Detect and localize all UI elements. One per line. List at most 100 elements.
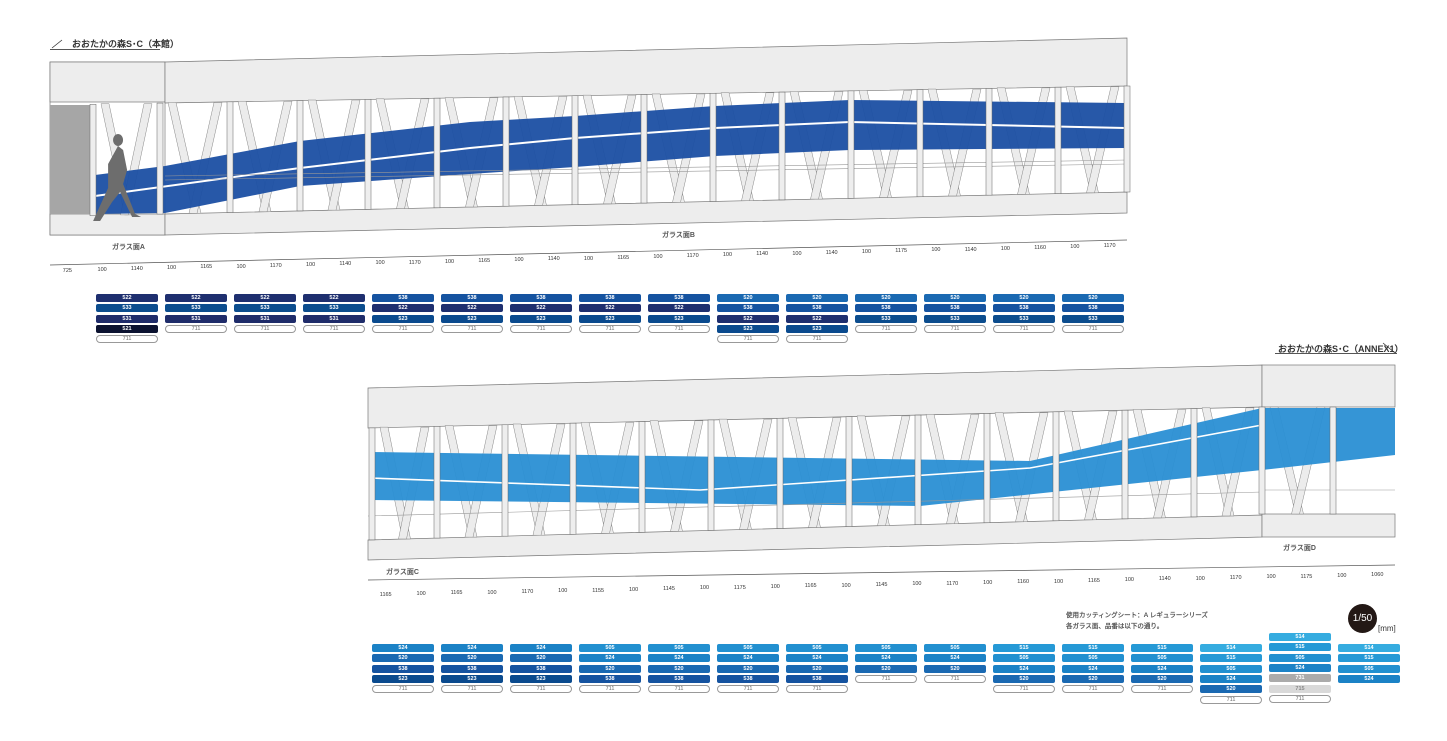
- film-code-chip: 523: [510, 314, 572, 323]
- film-code-chip: 524: [648, 654, 710, 663]
- film-code-chip: 711: [372, 324, 434, 333]
- film-code-chip: 523: [786, 324, 848, 333]
- dimension-label: 100: [514, 257, 524, 264]
- film-code-chip: 711: [441, 685, 503, 694]
- dimension-label: 1145: [875, 582, 888, 588]
- dimension-label: 100: [931, 247, 941, 254]
- film-code-chip: 711: [579, 324, 641, 333]
- dimension-label: 100: [722, 252, 733, 259]
- film-code-chip: 520: [786, 294, 848, 302]
- dimension-label: 100: [653, 253, 663, 260]
- glass-b-label: ガラス面B: [662, 232, 695, 239]
- column: [983, 413, 991, 523]
- film-band: [95, 100, 1125, 214]
- film-code-chip: 524: [1200, 674, 1262, 683]
- film-code-chip: 505: [1062, 654, 1124, 663]
- dimension-label: 1160: [1017, 579, 1030, 586]
- film-code-chip: 520: [855, 664, 917, 673]
- film-code-chip: 520: [579, 664, 641, 673]
- film-code-chip: 505: [1269, 653, 1331, 662]
- dimension-label: 100: [487, 589, 497, 596]
- film-code-chip: 524: [1062, 664, 1124, 673]
- dimension-label: 100: [416, 590, 426, 597]
- dimension-label: 100: [558, 588, 568, 595]
- film-code-chip: 531: [165, 314, 227, 323]
- film-code-chip: 505: [1338, 664, 1400, 673]
- column: [1258, 406, 1266, 515]
- glass-a-label: ガラス面A: [112, 244, 145, 251]
- film-code-chip: 538: [786, 304, 848, 313]
- film-code-chip: 538: [579, 674, 641, 683]
- person-silhouette: [93, 134, 142, 221]
- film-code-chip: 538: [1062, 304, 1124, 313]
- film-code-chip: 524: [1338, 674, 1400, 683]
- film-code-chip: 533: [303, 304, 365, 313]
- film-code-chip: 523: [648, 314, 710, 323]
- film-code-chip: 538: [717, 674, 779, 683]
- scale-badge: 1/50: [1348, 604, 1377, 633]
- film-code-chip: 505: [786, 644, 848, 652]
- film-code-chip: 711: [1062, 685, 1124, 694]
- column: [638, 421, 646, 533]
- dimension-label: 100: [1195, 575, 1205, 582]
- film-code-chip: 531: [234, 314, 296, 323]
- film-code-chip: 505: [648, 644, 710, 652]
- film-code-chip: 711: [993, 324, 1055, 333]
- film-code-chip: 538: [372, 664, 434, 673]
- column: [156, 102, 164, 215]
- film-code-chip: 522: [303, 294, 365, 302]
- dimension-label: 1140: [339, 261, 352, 268]
- dimension-label: 1165: [478, 257, 491, 264]
- annex-title: おおたかの森S･C（ANNEX1）: [1278, 344, 1404, 354]
- film-code-chip: 505: [579, 644, 641, 652]
- film-code-chip: 522: [372, 304, 434, 313]
- film-code-chip: 711: [717, 685, 779, 694]
- dimension-label: 1175: [895, 248, 908, 255]
- column: [1190, 408, 1198, 518]
- dimension-label: 100: [841, 582, 851, 589]
- film-code-chip: 523: [579, 314, 641, 323]
- dimension-label: 1140: [756, 251, 769, 258]
- column: [985, 88, 993, 196]
- film-code-chip: 531: [96, 314, 158, 323]
- column: [89, 104, 97, 216]
- film-code-chip: 524: [717, 654, 779, 663]
- title-underline: [50, 49, 160, 50]
- film-code-chip: 522: [441, 304, 503, 313]
- film-code-chip: 731: [1269, 674, 1331, 683]
- dimension-label: 1170: [1103, 243, 1116, 250]
- film-code-chip: 524: [372, 644, 434, 652]
- film-code-chip: 523: [717, 324, 779, 333]
- film-band: [370, 408, 1395, 506]
- film-code-chip: 711: [648, 685, 710, 694]
- column: [1123, 85, 1131, 193]
- film-code-chip: 524: [1269, 663, 1331, 672]
- dimension-label: 100: [1053, 578, 1064, 585]
- film-code-chip: 523: [372, 674, 434, 683]
- column: [501, 424, 509, 537]
- film-code-chip: 523: [441, 674, 503, 683]
- dimension-label: 1060: [1371, 572, 1384, 579]
- film-code-chip: 538: [510, 294, 572, 302]
- note-line-1: 使用カッティングシート：A レギュラーシリーズ: [1066, 612, 1208, 619]
- film-code-chip: 711: [648, 324, 710, 333]
- film-code-chip: 522: [234, 294, 296, 302]
- film-code-chip: 520: [993, 674, 1055, 683]
- column: [778, 91, 786, 201]
- dimension-label: 1140: [547, 256, 560, 263]
- film-code-chip: 711: [855, 324, 917, 333]
- film-code-chip: 711: [510, 685, 572, 694]
- column: [916, 89, 924, 197]
- film-code-chip: 533: [993, 314, 1055, 323]
- wall-block: [50, 105, 90, 214]
- film-code-chip: 711: [1062, 324, 1124, 333]
- dimension-label: 100: [792, 250, 802, 257]
- column: [364, 99, 372, 210]
- dimension-label: 100: [1000, 245, 1010, 252]
- film-code-chip: 521: [96, 324, 158, 333]
- dimension-label: 1170: [408, 259, 421, 266]
- film-code-chip: 524: [579, 654, 641, 663]
- film-code-chip: 538: [717, 304, 779, 313]
- film-code-chip: 520: [924, 664, 986, 673]
